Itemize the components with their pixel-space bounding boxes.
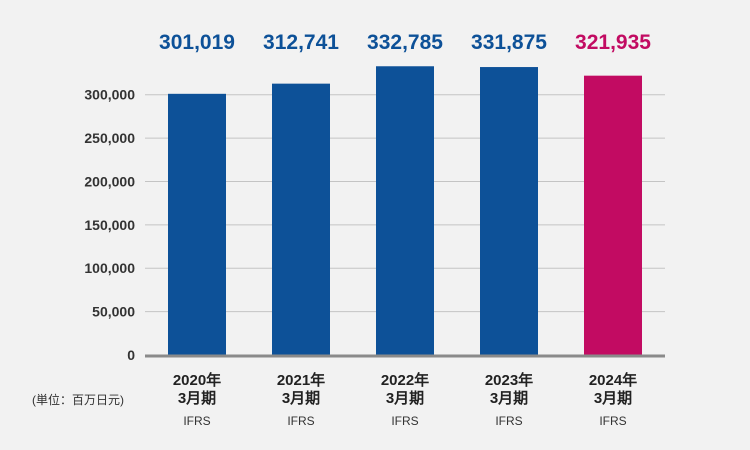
y-tick-label: 200,000 [84,173,135,189]
category-standard-label: IFRS [495,414,522,428]
data-label-1: 301,019 [159,31,235,54]
bar-1 [168,93,226,355]
y-tick-label: 300,000 [84,87,135,103]
x-axis-category-labels: 2020年3月期IFRS2021年3月期IFRS2022年3月期IFRS2023… [173,371,637,428]
data-label-5: 321,935 [575,31,651,54]
data-labels: 301,019 312,741 332,785 331,875 321,935 [159,31,651,54]
y-tick-label: 250,000 [84,130,135,146]
bars [168,66,642,356]
bar-2 [272,83,330,356]
data-label-4: 331,875 [471,31,547,54]
bar-5 [584,75,642,355]
category-standard-label: IFRS [599,414,626,428]
category-standard-label: IFRS [391,414,418,428]
y-tick-label: 50,000 [92,304,135,320]
category-period-label: 3月期 [282,389,320,407]
y-tick-label: 100,000 [84,260,135,276]
category-year-label: 2024年 [589,371,637,389]
category-year-label: 2021年 [277,371,325,389]
category-year-label: 2020年 [173,371,221,389]
category-standard-label: IFRS [183,414,210,428]
y-axis-tick-labels: 0 50,000 100,000 150,000 200,000 250,000 300,0… [84,87,135,363]
unit-label: (単位：百万日元) [32,392,124,407]
bar-4 [480,67,538,356]
category-year-label: 2023年 [485,371,533,389]
bar-3 [376,66,434,355]
y-tick-label: 0 [127,347,135,363]
category-period-label: 3月期 [178,389,216,407]
category-period-label: 3月期 [386,389,424,407]
category-period-label: 3月期 [594,389,632,407]
category-year-label: 2022年 [381,371,429,389]
y-tick-label: 150,000 [84,217,135,233]
data-label-3: 332,785 [367,31,443,54]
data-label-2: 312,741 [263,31,339,54]
category-standard-label: IFRS [287,414,314,428]
category-period-label: 3月期 [490,389,528,407]
